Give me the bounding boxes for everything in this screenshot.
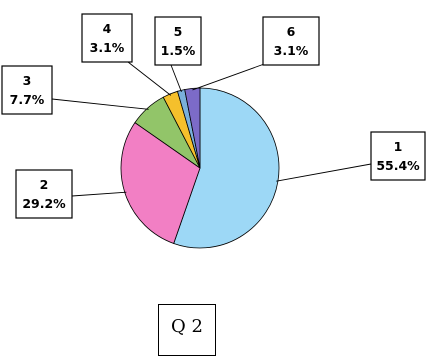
slice-name-3: 3 [23,73,32,88]
slice-name-4: 4 [103,21,112,36]
leader-line-4 [127,61,172,96]
slice-label-box-5 [154,16,202,66]
leader-line-2 [71,191,127,197]
slice-name-1: 1 [394,139,403,154]
slice-label-5: 5 1.5% [154,16,202,66]
slice-percent-2: 29.2% [22,196,66,211]
slice-label-3: 3 7.7% [1,65,53,115]
slice-label-2: 2 29.2% [15,169,73,219]
slice-percent-1: 55.4% [376,158,420,173]
slice-label-box-4 [81,13,133,63]
slice-label-box-6 [262,16,320,66]
leader-line-6 [192,62,268,91]
slice-name-6: 6 [287,24,296,39]
slice-label-box-2 [15,169,73,219]
leader-line-5 [170,64,182,93]
slice-label-6: 6 3.1% [262,16,320,66]
slice-percent-5: 1.5% [161,43,196,58]
pie-slices [120,87,280,249]
slice-name-5: 5 [174,24,183,39]
slice-label-box-3 [1,65,53,115]
slice-label-1: 1 55.4% [370,131,426,181]
slice-name-2: 2 [40,177,49,192]
question-label-box: Q 2 [158,304,216,356]
slice-percent-6: 3.1% [274,43,309,58]
leader-line-1 [276,163,372,182]
label-leader-lines [51,61,372,197]
slice-label-4: 4 3.1% [81,13,133,63]
slice-percent-3: 7.7% [10,92,45,107]
pie-slice-6 [184,87,201,169]
slice-label-box-1 [370,131,426,181]
leader-line-3 [51,98,149,110]
question-label: Q 2 [171,316,203,337]
slice-labels: 1 55.4% 2 29.2% 3 7.7% 4 3.1% 5 1.5% 6 3.1% [1,13,426,219]
slice-percent-4: 3.1% [90,40,125,55]
